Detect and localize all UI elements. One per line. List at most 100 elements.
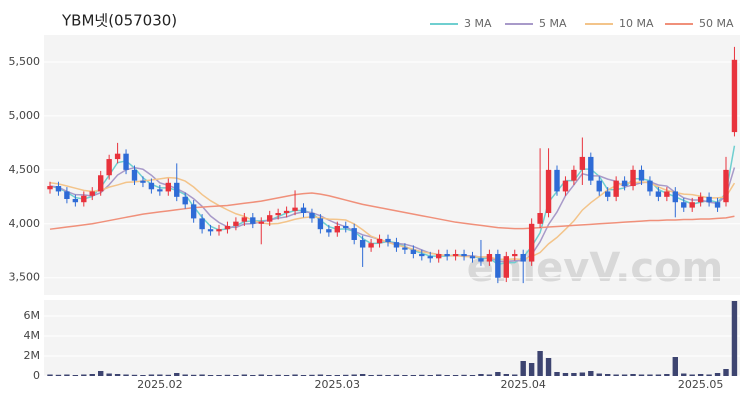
volume-bar xyxy=(359,374,366,376)
ma-line xyxy=(49,192,735,230)
volume-bar xyxy=(495,372,501,376)
candle-body xyxy=(309,213,315,219)
volume-bar xyxy=(478,374,484,376)
volume-bar xyxy=(309,374,315,376)
volume-bar xyxy=(148,374,155,376)
volume-bar xyxy=(621,374,628,376)
candle-body xyxy=(393,242,400,248)
candle-body xyxy=(233,221,239,226)
volume-bar xyxy=(343,374,349,376)
volume-bar xyxy=(697,374,704,376)
volume-bar xyxy=(452,375,459,376)
ma-line xyxy=(49,176,736,261)
candle-body xyxy=(123,153,129,170)
candle-body xyxy=(579,156,586,170)
volume-bar xyxy=(503,374,509,376)
volume-bar xyxy=(275,374,281,376)
volume-bar xyxy=(605,374,611,376)
candle-body xyxy=(630,169,636,187)
volume-bar xyxy=(165,374,171,376)
volume-bar xyxy=(512,374,518,376)
volume-bar xyxy=(267,375,273,376)
candle-body xyxy=(495,254,501,278)
candle-body xyxy=(241,217,248,222)
volume-bar xyxy=(714,373,721,376)
volume-bar xyxy=(224,374,231,376)
candle-body xyxy=(706,196,712,203)
candle-body xyxy=(444,254,450,257)
volume-bar xyxy=(241,374,248,376)
candle-body xyxy=(545,169,552,214)
legend-label: 3 MA xyxy=(464,17,492,30)
candle-body xyxy=(681,202,687,208)
volume-bar xyxy=(469,375,476,376)
candle-body xyxy=(402,247,408,250)
y-tick-label: 3,500 xyxy=(9,271,41,284)
candle-body xyxy=(528,223,535,262)
volume-bar xyxy=(326,375,332,376)
candle-body xyxy=(689,202,695,208)
volume-panel xyxy=(44,300,740,376)
candle-body xyxy=(55,186,62,192)
volume-bar xyxy=(596,373,602,376)
volume-bar xyxy=(486,374,493,376)
candle-body xyxy=(714,202,721,208)
candle-body xyxy=(520,254,526,262)
y-tick-label: 2M xyxy=(24,349,41,362)
candle-body xyxy=(326,229,332,233)
volume-bar xyxy=(106,373,112,376)
volume-bar xyxy=(47,374,53,376)
volume-bar xyxy=(114,374,121,376)
candle-body xyxy=(562,180,569,192)
volume-bar xyxy=(250,375,256,376)
candle-body xyxy=(613,180,619,197)
candle-body xyxy=(723,169,729,203)
candle-body xyxy=(410,249,417,255)
candle-body xyxy=(486,254,493,262)
volume-bar xyxy=(258,374,264,376)
volume-bar xyxy=(562,373,569,376)
y-tick-label: 0 xyxy=(33,369,40,382)
volume-bar xyxy=(207,375,214,376)
candle-body xyxy=(436,254,442,259)
candle-body xyxy=(199,218,205,230)
candle-body xyxy=(571,169,577,181)
candle-body xyxy=(157,189,163,192)
candle-body xyxy=(588,156,594,181)
candle-body xyxy=(419,254,425,257)
candle-body xyxy=(140,180,146,183)
volume-bar xyxy=(182,374,188,376)
volume-bar xyxy=(199,374,205,376)
candle-body xyxy=(672,191,678,203)
volume-bar xyxy=(351,374,357,376)
volume-bar xyxy=(157,374,163,376)
candle-body xyxy=(461,254,467,257)
candle-body xyxy=(72,198,79,203)
volume-bar xyxy=(174,373,180,376)
candle-body xyxy=(334,225,340,233)
candle-body xyxy=(647,180,653,192)
volume-bar xyxy=(664,374,670,376)
candle-body xyxy=(267,215,273,222)
candle-body xyxy=(64,191,70,199)
volume-bar xyxy=(427,375,433,376)
candle-body xyxy=(292,207,298,211)
volume-bar xyxy=(393,374,400,376)
volume-bar xyxy=(419,374,425,376)
volume-bar xyxy=(300,375,307,376)
candle-body xyxy=(81,195,87,203)
candle-body xyxy=(131,169,138,181)
candle-body xyxy=(452,254,459,257)
y-tick-label: 6M xyxy=(24,309,41,322)
y-tick-label: 4,000 xyxy=(9,217,41,230)
volume-bar xyxy=(216,375,222,376)
legend-label: 50 MA xyxy=(699,17,734,30)
y-tick-label: 4M xyxy=(24,329,41,342)
volume-bar xyxy=(689,374,695,376)
volume-bar xyxy=(64,374,70,376)
candle-body xyxy=(596,180,602,192)
candle-body xyxy=(605,191,611,197)
volume-bar xyxy=(190,374,197,376)
volume-bar xyxy=(537,351,543,376)
chart-title: YBM넷(057030) xyxy=(61,12,177,30)
